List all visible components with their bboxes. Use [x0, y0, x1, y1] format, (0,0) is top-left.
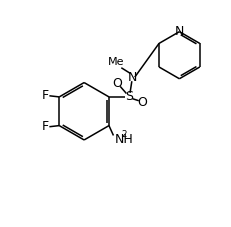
Text: O: O: [112, 76, 122, 89]
Text: S: S: [125, 90, 133, 104]
Text: N: N: [128, 71, 137, 84]
Text: F: F: [42, 89, 49, 102]
Text: N: N: [175, 25, 184, 38]
Text: O: O: [137, 96, 147, 109]
Text: NH: NH: [115, 133, 134, 146]
Text: Me: Me: [108, 57, 125, 67]
Text: 2: 2: [121, 130, 127, 139]
Text: F: F: [42, 120, 49, 133]
